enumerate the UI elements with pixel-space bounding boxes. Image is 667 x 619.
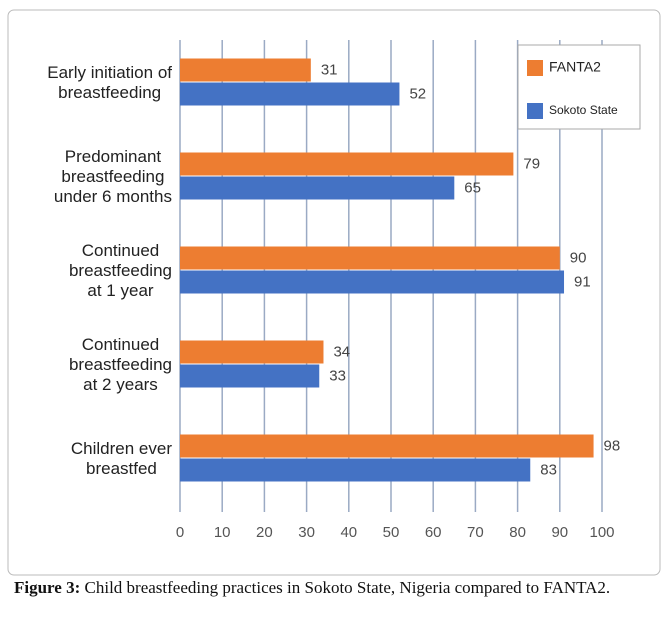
data-label: 83 [540, 461, 557, 478]
x-tick-label: 40 [340, 524, 357, 541]
bar [180, 340, 324, 364]
data-label: 34 [333, 343, 350, 360]
data-label: 31 [321, 61, 338, 78]
data-label: 33 [329, 367, 346, 384]
data-label: 90 [570, 249, 587, 266]
bar [180, 152, 514, 176]
data-label: 98 [604, 437, 621, 454]
bar [180, 58, 311, 82]
legend-label: FANTA2 [549, 59, 601, 75]
x-tick-label: 100 [589, 524, 614, 541]
x-tick-label: 80 [509, 524, 526, 541]
x-tick-label: 60 [425, 524, 442, 541]
caption-label: Figure 3: [14, 578, 81, 597]
bar [180, 434, 594, 458]
data-label: 91 [574, 273, 591, 290]
y-tick-label: Continued breastfeeding at 1 year [68, 240, 172, 300]
bar [180, 270, 565, 294]
legend-swatch [527, 60, 543, 76]
data-label: 52 [409, 85, 426, 102]
bar [180, 364, 320, 388]
caption-text: Child breastfeeding practices in Sokoto … [84, 578, 611, 597]
data-label: 65 [464, 179, 481, 196]
y-tick-label: Continued breastfeeding at 2 years [68, 334, 172, 394]
data-label: 79 [523, 155, 540, 172]
chart-frame [7, 9, 661, 576]
x-tick-label: 10 [214, 524, 231, 541]
x-tick-label: 70 [467, 524, 484, 541]
legend-label: Sokoto State [549, 103, 618, 117]
x-tick-label: 90 [551, 524, 568, 541]
bar [180, 82, 400, 106]
legend-swatch [527, 103, 543, 119]
caption: Figure 3: Child breastfeeding practices … [14, 577, 654, 598]
y-tick-label: Children ever breastfed [70, 438, 172, 478]
x-tick-label: 0 [176, 524, 184, 541]
bar [180, 246, 560, 270]
y-tick-label: Early initiation of breastfeeding [47, 62, 172, 102]
y-tick-label: Predominant breastfeeding under 6 months [53, 146, 172, 206]
bar [180, 458, 531, 482]
x-tick-label: 50 [383, 524, 400, 541]
x-tick-label: 30 [298, 524, 315, 541]
bar [180, 176, 455, 200]
x-tick-label: 20 [256, 524, 273, 541]
